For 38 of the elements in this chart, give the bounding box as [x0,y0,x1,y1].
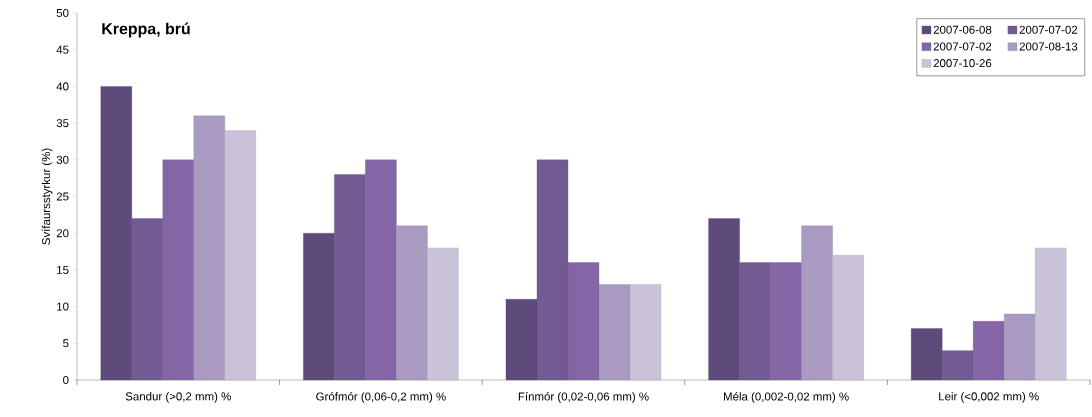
bar [567,262,600,381]
bar [598,284,631,381]
x-tick-label: Sandur (>0,2 mm) % [125,392,231,403]
y-tick-label: 50 [56,8,69,18]
bar [770,262,802,381]
legend-label: 2007-10-26 [933,59,992,68]
legend-label: 2007-08-13 [1019,42,1078,51]
legend-label: 2007-07-02 [1019,25,1078,34]
bar [973,321,1005,381]
y-tick-label: 40 [56,82,69,91]
bar [629,284,662,381]
x-tick-label: Leir (<0,002 mm) % [939,392,1039,403]
legend-label: 2007-07-02 [933,42,992,51]
y-tick-label: 0 [63,375,69,385]
bar [224,130,256,381]
legend-label: 2007-06-08 [933,25,992,34]
y-tick-label: 35 [56,119,69,128]
y-tick-label: 10 [57,302,69,311]
y-tick-label: 30 [56,155,69,164]
bar [162,159,194,381]
y-tick-label: 20 [56,229,69,238]
bar [1004,313,1036,381]
y-axis-title: Svífaursstyrkur (%) [41,148,53,245]
bar [832,255,864,381]
bar [427,247,459,381]
x-tick-label: Méla (0,002-0,02 mm) % [723,392,849,403]
bar [1035,247,1067,381]
bar [365,159,397,381]
y-tick-label: 25 [56,192,69,201]
x-tick-label: Fínmór (0,02-0,06 mm) % [518,392,649,403]
y-tick-label: 5 [63,339,69,348]
bar [801,225,833,381]
bar [396,225,428,381]
y-tick-label: 45 [56,45,69,54]
bar [193,115,225,381]
text: Kreppa, brú [102,22,190,38]
y-tick-label: 15 [57,265,69,274]
x-tick-label: Grófmór (0,06-0,2 mm) % [316,392,446,403]
